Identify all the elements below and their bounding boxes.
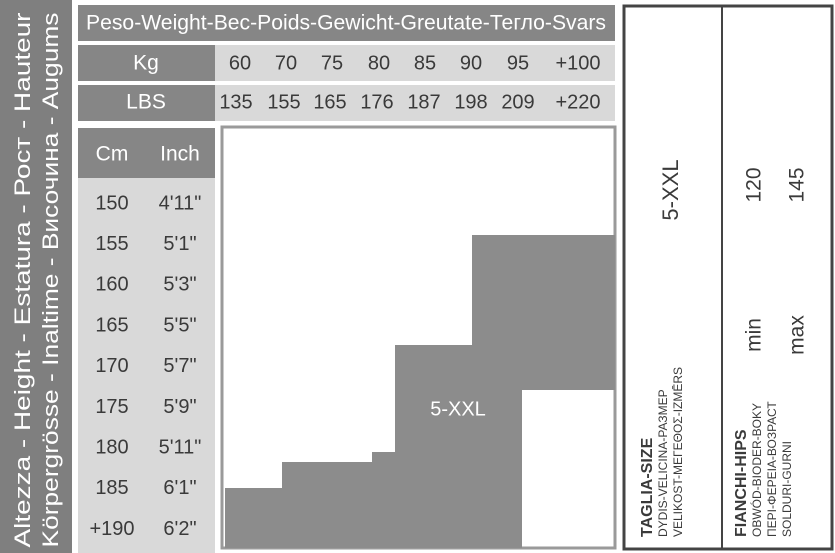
- weight-header: Peso-Weight-Bec-Poids-Gewicht-Greutate-Т…: [86, 12, 606, 35]
- weight-value: 85: [414, 52, 436, 74]
- height-inch: 5'9": [163, 396, 196, 418]
- height-cm: 175: [95, 396, 128, 418]
- height-inch: 5'3": [163, 274, 196, 296]
- hips-subtitle: OBWÓD-BIODER-BOKY: [749, 403, 764, 537]
- height-cm: 185: [95, 477, 128, 499]
- hips-subtitle: SOLDURI-GURNI: [780, 441, 794, 537]
- row-label: Kg: [133, 52, 159, 75]
- side-label: Altezza - Height - Estatura - Рост - Hau…: [10, 13, 35, 548]
- weight-header-bg: [78, 5, 615, 41]
- weight-value: 80: [368, 52, 390, 74]
- kg-row-bg: [215, 45, 615, 81]
- weight-value: 75: [321, 52, 343, 74]
- weight-value: 135: [219, 91, 252, 113]
- height-cm: +190: [89, 518, 134, 540]
- weight-value: 176: [360, 91, 393, 113]
- weight-value: 155: [267, 91, 300, 113]
- kg-label-bg: [78, 45, 215, 81]
- size-value: 5-XXL: [658, 159, 683, 220]
- weight-value: 90: [460, 52, 482, 74]
- weight-value: +220: [555, 91, 600, 113]
- lbs-label-bg: [78, 85, 215, 121]
- size-subtitle: VELIKOST-ΜΕΓΕΘΟΣ-IZMĒRS: [671, 367, 685, 537]
- chart-label: 5-XXL: [430, 398, 486, 420]
- height-cm: 180: [95, 436, 128, 458]
- weight-value: 198: [454, 91, 487, 113]
- height-inch: 6'2": [163, 518, 196, 540]
- weight-value: 187: [407, 91, 440, 113]
- height-inch: 4'11": [159, 192, 202, 214]
- height-cm: 150: [95, 192, 128, 214]
- weight-value: 70: [275, 52, 297, 74]
- hips-subtitle: ΠΕΡΙ-ΦΕΡΕΙΑ-ВОЗРАСТ: [765, 401, 779, 537]
- size-area: [225, 235, 615, 548]
- height-cm: 170: [95, 355, 128, 377]
- weight-value: 60: [229, 52, 251, 74]
- weight-value: +100: [555, 52, 600, 74]
- hips-min-label: min: [743, 318, 766, 352]
- row-label: LBS: [126, 91, 166, 114]
- height-inch: 6'1": [163, 477, 196, 499]
- height-cm: 160: [95, 274, 128, 296]
- hips-title: FIANCHI-HIPS: [733, 429, 750, 537]
- side-label: Körpergrösse - Inaltime - Височина - Aug…: [38, 13, 63, 548]
- height-inch: 5'7": [163, 355, 196, 377]
- hips-max-label: max: [786, 315, 809, 355]
- height-inch: 5'5": [163, 314, 196, 336]
- size-title: TAGLIA-SIZE: [639, 437, 656, 537]
- weight-value: 209: [501, 91, 534, 113]
- height-cm: 165: [95, 314, 128, 336]
- info-panel: [622, 4, 834, 551]
- height-cm: 155: [95, 233, 128, 255]
- height-inch: 5'11": [159, 436, 202, 458]
- hips-max-value: 145: [786, 167, 809, 202]
- height-inch: 5'1": [163, 233, 196, 255]
- height-rows-bg: [78, 178, 215, 553]
- height-header-bg: [78, 128, 215, 178]
- hips-min-value: 120: [743, 167, 766, 202]
- lbs-row-bg: [215, 85, 615, 121]
- side-band: [0, 0, 72, 553]
- height-header: Inch: [160, 143, 200, 166]
- size-subtitle: DYDIS-VELICINA-РАЗМЕР: [656, 389, 670, 537]
- height-header: Cm: [96, 143, 129, 166]
- weight-value: 95: [507, 52, 529, 74]
- weight-value: 165: [313, 91, 346, 113]
